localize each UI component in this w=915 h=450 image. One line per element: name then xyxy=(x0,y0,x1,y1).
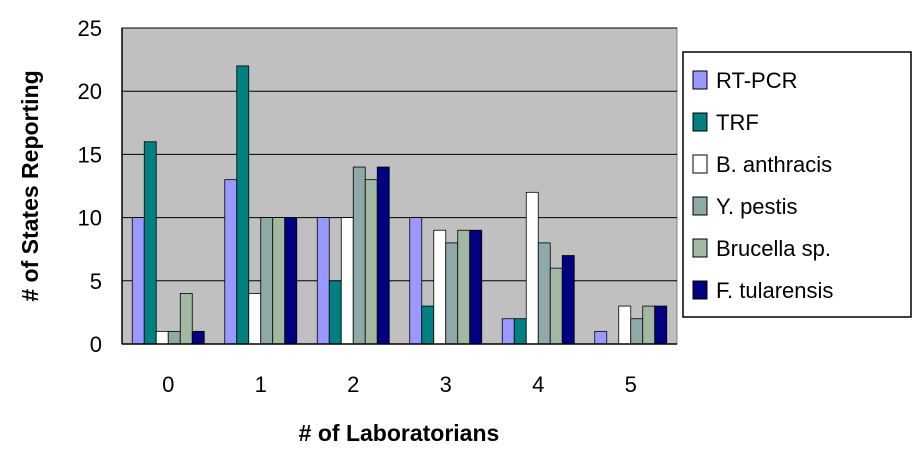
plot-area xyxy=(121,27,678,345)
legend-swatch xyxy=(692,238,708,258)
bar xyxy=(618,305,632,345)
bar xyxy=(191,330,205,345)
bar xyxy=(561,255,575,345)
y-tick-label: 20 xyxy=(78,79,102,104)
bar xyxy=(409,217,423,345)
x-tick-label: 4 xyxy=(532,372,544,397)
bar xyxy=(272,217,286,345)
legend: RT-PCR TRF B. anthracis Y. pestis Brucella s… xyxy=(682,51,912,318)
bar xyxy=(630,318,644,345)
legend-label: B. anthracis xyxy=(716,152,832,177)
bar xyxy=(248,293,262,345)
bar xyxy=(525,191,539,345)
y-tick-label: 25 xyxy=(78,16,102,41)
bar xyxy=(364,179,378,345)
bar xyxy=(549,267,563,345)
bar xyxy=(340,217,354,345)
legend-swatch xyxy=(692,112,708,132)
bar xyxy=(143,141,157,345)
bar xyxy=(352,166,366,345)
bars xyxy=(131,65,668,345)
bar xyxy=(316,217,330,345)
bar xyxy=(167,330,181,345)
bar xyxy=(179,293,193,345)
bar xyxy=(433,229,447,345)
y-tick-labels: 0 5 10 15 20 25 xyxy=(78,16,102,357)
x-tick-label: 2 xyxy=(347,372,359,397)
bar xyxy=(328,280,342,345)
y-tick-label: 0 xyxy=(90,332,102,357)
legend-swatch xyxy=(692,154,708,174)
bar xyxy=(642,305,656,345)
bar xyxy=(224,179,238,345)
bar xyxy=(284,217,298,345)
legend-label: F. tularensis xyxy=(716,278,833,303)
x-tick-label: 5 xyxy=(625,372,637,397)
legend-swatch xyxy=(692,70,708,90)
legend-label: TRF xyxy=(716,110,759,135)
bar xyxy=(594,330,608,345)
legend-swatch xyxy=(692,280,708,300)
x-tick-label: 3 xyxy=(440,372,452,397)
bar xyxy=(236,65,250,345)
x-tick-labels: 0 1 2 3 4 5 xyxy=(162,372,637,397)
bar xyxy=(376,166,390,345)
legend-label: RT-PCR xyxy=(716,68,798,93)
bar xyxy=(513,318,527,345)
x-tick-label: 0 xyxy=(162,372,174,397)
bar xyxy=(501,318,515,345)
bar xyxy=(155,330,169,345)
bar xyxy=(131,217,145,345)
bar xyxy=(457,229,471,345)
bar xyxy=(260,217,274,345)
y-tick-label: 5 xyxy=(90,269,102,294)
legend-box xyxy=(682,51,912,318)
legend-label: Y. pestis xyxy=(716,194,798,219)
y-tick-label: 10 xyxy=(78,206,102,231)
bar xyxy=(445,242,459,345)
gridlines xyxy=(122,27,677,282)
x-axis-title: # of Laboratorians xyxy=(299,420,500,446)
bar xyxy=(421,305,435,345)
legend-label: Brucella sp. xyxy=(716,236,831,261)
bar xyxy=(469,229,483,345)
y-tick-label: 15 xyxy=(78,142,102,167)
legend-swatch xyxy=(692,196,708,216)
legend-items: RT-PCR TRF B. anthracis Y. pestis Brucella s… xyxy=(692,68,833,303)
x-tick-label: 1 xyxy=(255,372,267,397)
bar xyxy=(537,242,551,345)
y-axis-title: # of States Reporting xyxy=(17,70,43,301)
bar xyxy=(654,305,668,345)
